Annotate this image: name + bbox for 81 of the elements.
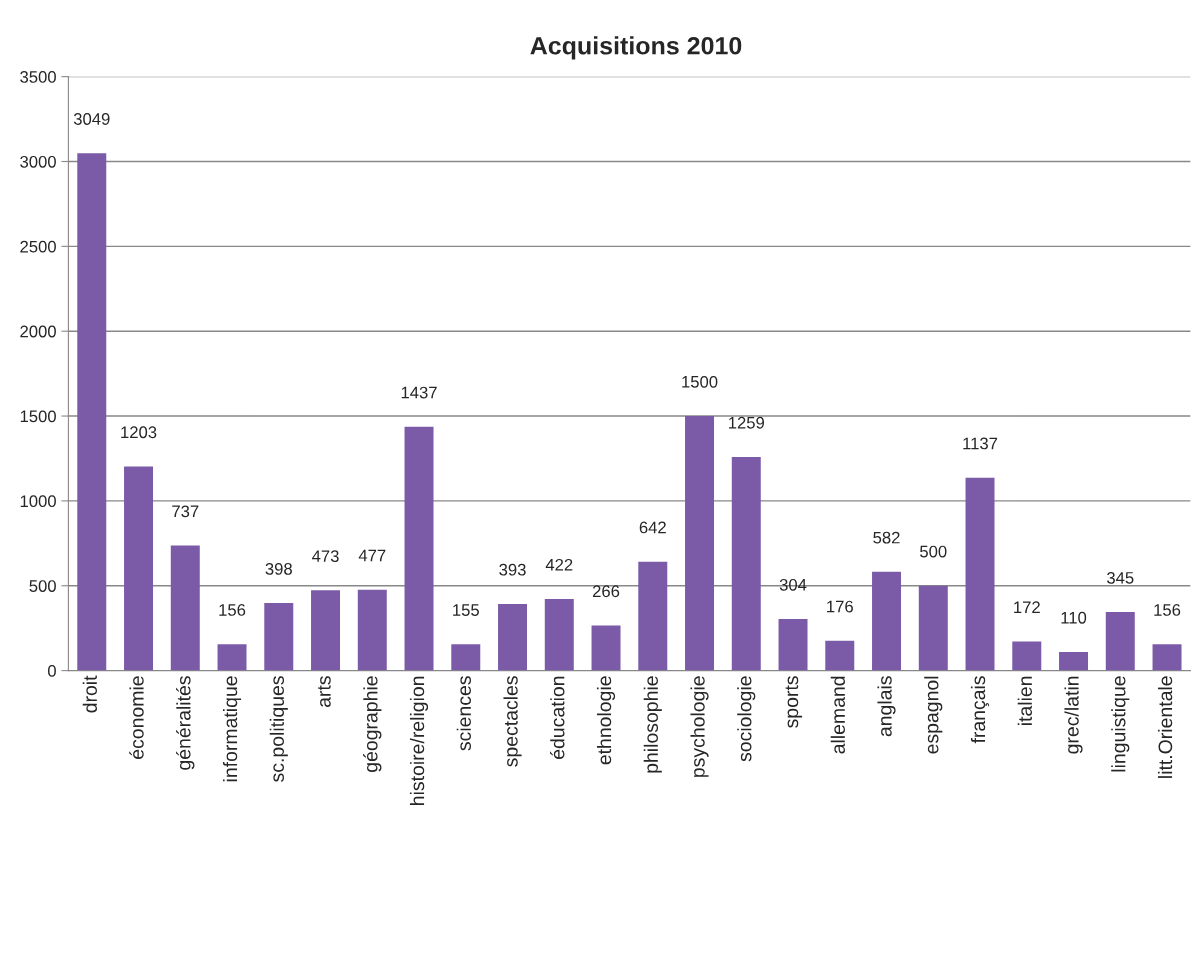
data-label: 582 — [873, 531, 900, 544]
bar — [544, 598, 574, 671]
y-tick-label: 1500 — [20, 410, 56, 423]
x-tick-label: psychologie — [690, 676, 709, 777]
data-label: 737 — [172, 505, 199, 518]
bar — [77, 153, 107, 671]
data-label: 642 — [639, 521, 666, 534]
bar — [638, 561, 668, 671]
x-tick-label: économie — [129, 676, 144, 759]
bar — [357, 589, 387, 671]
y-tick-label: 1000 — [20, 495, 56, 508]
bar — [498, 603, 528, 671]
data-label: 156 — [219, 604, 246, 616]
data-label: 3049 — [73, 113, 110, 125]
data-label: 156 — [1154, 604, 1181, 616]
bar — [451, 644, 481, 671]
x-tick-label: arts — [317, 676, 331, 708]
y-tick-label: 0 — [47, 665, 56, 677]
x-tick-label: anglais — [877, 676, 896, 737]
x-tick-label: éducation — [549, 676, 565, 759]
y-tick-label: 3000 — [20, 155, 56, 168]
x-tick-label: ethnologie — [596, 676, 616, 765]
bar — [591, 625, 621, 671]
bar — [685, 416, 715, 671]
x-tick-label: allemand — [830, 676, 845, 754]
y-tick-label: 3500 — [20, 71, 56, 83]
bar — [778, 619, 808, 671]
x-tick-label: sports — [785, 676, 803, 728]
bar — [1012, 641, 1042, 671]
bar — [217, 644, 247, 671]
y-tick-label: 2000 — [20, 325, 56, 338]
x-tick-label: italien — [1017, 676, 1032, 725]
data-label: 266 — [592, 585, 620, 598]
data-label: 155 — [453, 604, 479, 616]
bar — [311, 590, 341, 671]
data-label: 1259 — [729, 416, 765, 429]
x-tick-label: sc.politiques — [269, 676, 288, 782]
x-tick-label: géographie — [363, 676, 382, 772]
y-tick-label: 500 — [29, 580, 56, 592]
data-label: 1203 — [121, 426, 157, 439]
data-label: 422 — [545, 558, 573, 571]
bar — [1105, 612, 1135, 671]
bar — [264, 603, 294, 671]
y-tick-label: 2500 — [20, 240, 56, 253]
x-tick-label: français — [970, 676, 990, 744]
x-tick-label: linguistique — [1111, 676, 1130, 772]
data-label: 398 — [265, 562, 292, 575]
x-tick-label: droit — [82, 675, 97, 713]
bar — [404, 426, 434, 671]
data-label: 304 — [779, 578, 807, 591]
data-label: 176 — [827, 600, 853, 613]
x-tick-label: philosophie — [643, 676, 662, 773]
chart-title: Acquisitions 2010 — [530, 36, 742, 60]
data-label: 477 — [358, 549, 386, 562]
bar — [965, 477, 995, 671]
data-label: 500 — [920, 545, 947, 558]
data-label: 1500 — [682, 375, 718, 388]
x-tick-label: sociologie — [737, 676, 756, 762]
x-tick-label: histoire/religion — [409, 676, 429, 805]
x-tick-label: sciences — [456, 676, 471, 751]
data-label: 110 — [1061, 611, 1087, 624]
data-label: 345 — [1107, 571, 1134, 584]
x-tick-label: généralités — [176, 676, 195, 770]
x-tick-label: litt.Orientale — [1157, 676, 1173, 778]
bar — [731, 456, 761, 671]
x-tick-label: espagnol — [924, 676, 943, 754]
bar — [124, 466, 154, 671]
data-label: 1437 — [401, 386, 437, 399]
data-label: 473 — [312, 550, 339, 563]
bar — [918, 585, 948, 671]
x-tick-label: grec/latin — [1064, 676, 1083, 754]
bar — [1152, 644, 1182, 671]
bar — [825, 640, 855, 671]
data-label: 172 — [1014, 601, 1040, 613]
data-label: 1137 — [963, 437, 998, 450]
x-tick-label: spectacles — [503, 676, 522, 767]
bar — [1059, 651, 1089, 671]
bar — [170, 545, 200, 671]
bar — [872, 571, 902, 671]
x-tick-label: informatique — [222, 676, 242, 782]
data-label: 393 — [499, 563, 526, 576]
